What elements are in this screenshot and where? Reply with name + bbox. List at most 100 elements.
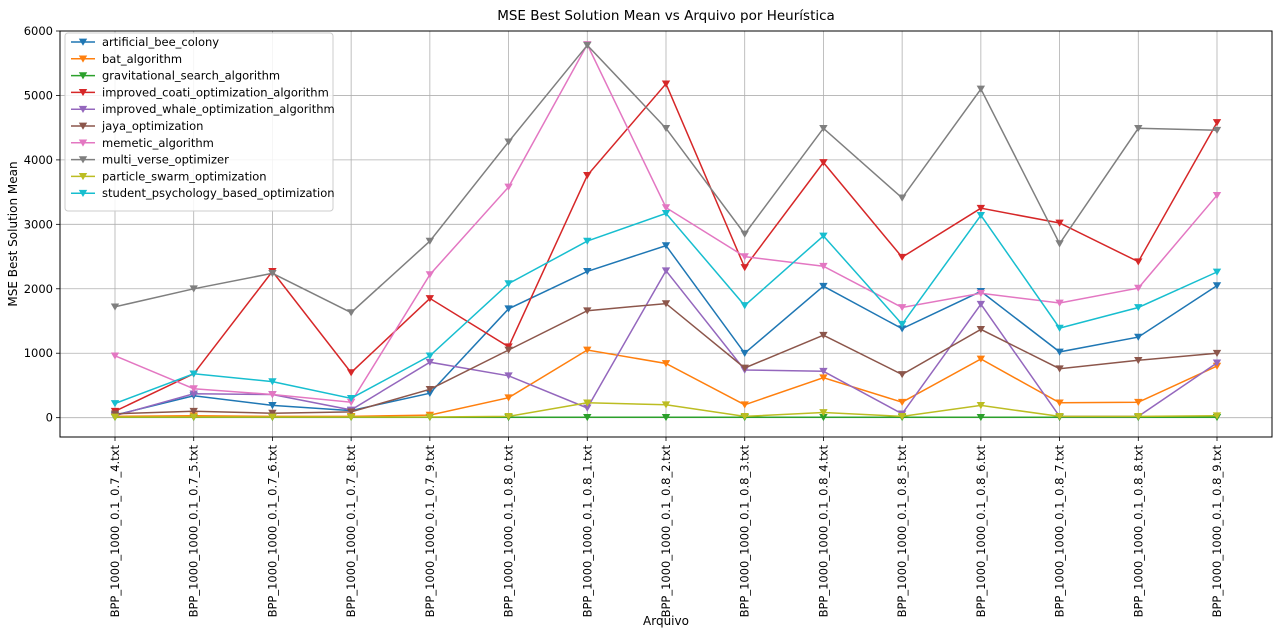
legend-marker [78,55,88,63]
data-point [1134,356,1143,365]
data-point [976,204,986,213]
legend-label: gravitational_search_algorithm [102,69,280,83]
data-point [268,378,277,386]
data-point [819,124,828,133]
x-tick-label: BPP_1000_1000_0.1_0.8_9.txt [1210,445,1224,618]
legend-marker [78,122,88,130]
data-point [1134,284,1143,292]
y-tick-label: 4000 [24,153,53,167]
data-point [819,159,828,167]
legend-marker [78,72,88,80]
data-point [504,280,513,288]
x-tick-label: BPP_1000_1000_0.1_0.8_5.txt [895,445,909,618]
data-point [661,80,671,88]
data-point [1134,333,1143,341]
x-tick-label: BPP_1000_1000_0.1_0.8_7.txt [1053,445,1067,618]
data-point [425,385,435,394]
data-point [976,355,986,363]
data-point [346,408,356,416]
series-group [110,41,1222,422]
data-point [819,413,828,422]
data-point [819,331,828,339]
data-point [189,390,198,398]
data-point [346,369,356,377]
data-point [1212,359,1222,367]
x-tick-label: BPP_1000_1000_0.1_0.8_2.txt [659,445,673,618]
legend-label: multi_verse_optimizer [102,153,229,167]
data-point [976,85,986,93]
legend-item: memetic_algorithm [71,136,214,150]
data-point [1212,126,1222,135]
data-point [189,413,198,421]
data-point [661,267,671,275]
series-particle-swarm-optimization [110,399,1222,421]
series-student-psychology-based-optimization [110,210,1222,408]
data-point [661,124,671,133]
y-axis: 0 1000 2000 3000 4000 5000 6000 [24,24,60,425]
data-point [268,269,277,278]
data-point [189,385,198,393]
data-point [897,194,907,202]
legend-item: improved_whale_optimization_algorithm [71,102,335,116]
legend-label: student_psychology_based_optimization [102,186,335,200]
y-tick-label: 0 [46,411,53,425]
data-point [583,268,592,276]
data-point [1212,282,1222,290]
data-point [976,402,986,410]
data-point [1212,412,1222,420]
data-point [897,320,907,329]
data-point [976,413,986,422]
data-point [897,413,907,421]
data-point [1134,258,1143,266]
legend-marker [78,38,88,46]
x-tick-label: BPP_1000_1000_0.1_0.8_4.txt [816,445,830,618]
series-jaya-optimization [110,300,1222,418]
legend-label: particle_swarm_optimization [102,169,267,183]
legend-item: particle_swarm_optimization [71,169,267,183]
data-point [1055,299,1064,307]
data-point [583,346,592,354]
legend: artificial_bee_colony bat_algorithmgravit… [64,32,335,212]
legend-box [64,32,334,212]
x-tick-label: BPP_1000_1000_0.1_0.7_6.txt [265,445,279,618]
data-point [740,364,749,372]
legend-label: artificial_bee_colony [102,35,219,49]
x-tick-label: BPP_1000_1000_0.1_0.8_8.txt [1131,445,1145,618]
data-point [740,253,749,261]
data-point [976,326,986,334]
data-point [425,237,435,245]
data-point [1212,119,1222,127]
data-point [740,230,749,238]
legend-item: bat_algorithm [71,52,182,66]
data-point [268,402,277,410]
data-point [1212,268,1222,276]
data-point [110,352,120,360]
data-point [504,346,513,354]
data-point [897,325,907,333]
legend-marker [78,89,88,97]
data-point [740,349,749,358]
legend-marker [78,173,88,181]
data-point [583,171,592,180]
x-axis: BPP_1000_1000_0.1_0.7_4.txt BPP_1000_1000… [108,437,1224,617]
data-point [504,138,513,146]
legend-item: jaya_optimization [71,119,203,133]
data-point [1134,124,1143,133]
y-tick-label: 6000 [24,24,53,38]
data-point [819,282,828,290]
legend-marker [78,156,88,164]
data-point [189,285,198,293]
series-improved-coati-optimization-algorithm [110,80,1222,416]
data-point [504,372,513,380]
data-point [110,413,120,421]
data-point [819,232,828,240]
data-point [346,398,356,406]
data-point [583,404,592,412]
x-tick-label: BPP_1000_1000_0.1_0.8_0.txt [502,445,516,618]
data-point [1055,240,1064,248]
data-point [346,394,356,403]
legend-label: improved_coati_optimization_algorithm [102,85,329,99]
data-point [740,302,749,310]
data-point [425,352,435,360]
